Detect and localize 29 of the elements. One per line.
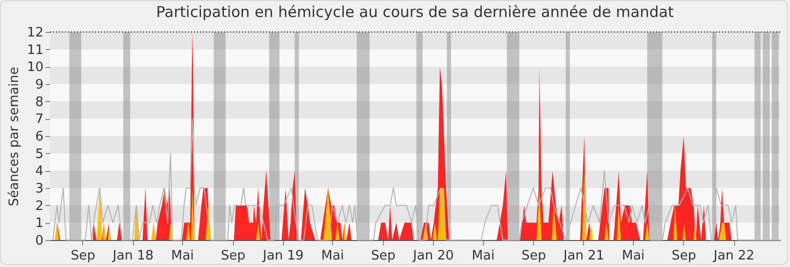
y-tick-label: 9	[35, 78, 44, 92]
y-tick-label: 1	[35, 216, 44, 232]
x-tick-label: Sep	[521, 248, 546, 264]
x-tick-label: Jan 18	[112, 248, 154, 264]
y-tick-label: 3	[35, 182, 44, 196]
y-tick-label: 7	[35, 112, 44, 128]
x-tick-label: Sep	[70, 248, 96, 264]
y-tick-label: 2	[35, 198, 44, 214]
x-tick-label: Mai	[472, 248, 495, 264]
x-tick-label: Jan 19	[262, 248, 304, 264]
y-tick-label: 0	[35, 234, 44, 248]
y-tick-label: 6	[35, 130, 44, 144]
x-tick-label: Jan 21	[562, 248, 604, 264]
x-tick-label: Jan 20	[412, 248, 454, 264]
x-tick-label: Mai	[321, 248, 344, 264]
x-tick-label: Sep	[220, 248, 246, 264]
x-tick-label: Mai	[622, 248, 645, 264]
y-tick-label: 4	[35, 164, 44, 180]
y-tick-label: 5	[35, 146, 44, 162]
y-tick-label: 10	[26, 60, 44, 76]
y-tick-label: 8	[35, 94, 44, 110]
y-axis-title: Séances par semaine	[6, 66, 22, 206]
x-tick-label: Jan 22	[712, 248, 754, 264]
x-tick-label: Mai	[171, 248, 194, 264]
x-tick-label: Sep	[370, 248, 396, 264]
y-tick-label: 12	[26, 26, 44, 40]
x-tick-label: Sep	[672, 248, 696, 264]
y-tick-label: 11	[26, 42, 44, 58]
chart-title: Participation en hémicycle au cours de sa dernière année de mandat	[156, 3, 674, 21]
